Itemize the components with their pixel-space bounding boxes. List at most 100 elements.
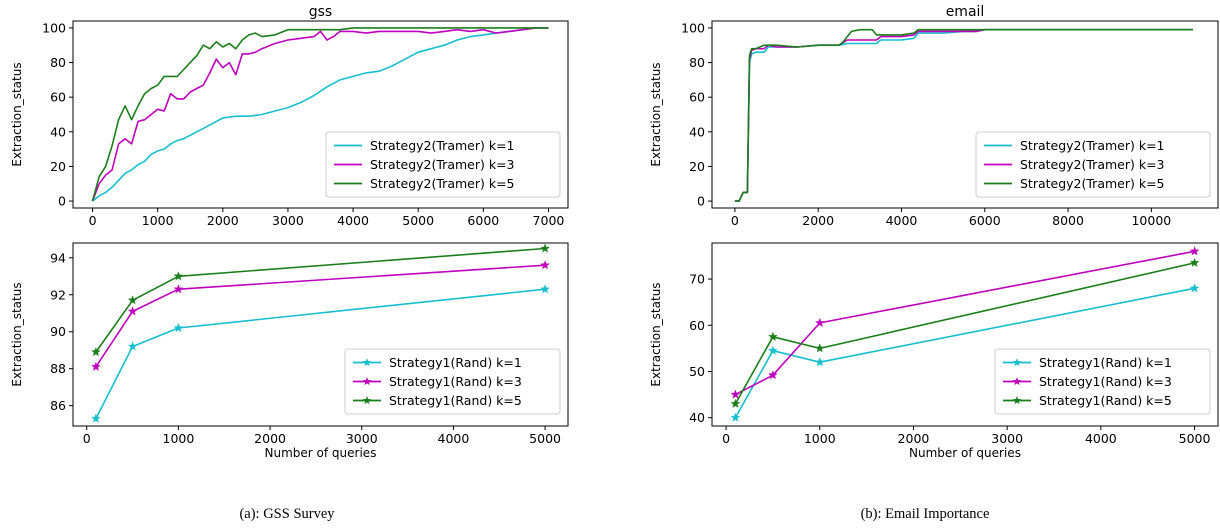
y-tick-label: 80 [689,55,705,70]
chart-title: gss [309,4,332,20]
x-tick-label: 1000 [163,431,195,446]
y-tick-label: 40 [689,124,705,139]
y-tick-label: 50 [689,364,705,379]
y-tick-label: 60 [689,318,705,333]
series-line-3 [91,27,549,202]
x-tick-label: 3000 [346,431,378,446]
y-tick-label: 60 [689,90,705,105]
legend-label: Strategy2(Tramer) k=1 [370,138,515,153]
x-tick-label: 8000 [1052,213,1084,228]
data-point [1189,283,1200,293]
legend-label: Strategy1(Rand) k=5 [1039,393,1172,408]
legend-marker [362,377,372,386]
axes-frame [711,242,1219,427]
chart-email-bottom: 0 1000 2000 3000 4000 5000 40 50 60 70 Extraction_… [649,242,1219,460]
legend-marker [362,396,372,405]
legend: Strategy1(Rand) k=1 Strategy1(Rand) k=3 St… [994,348,1211,415]
chart-gss-top: 0 1000 2000 3000 4000 5000 6000 7000 0 20 40 60 80 10… [10,4,569,228]
x-tick-label: 2000 [207,213,239,228]
plot-area [91,27,549,202]
caption-email-importance: (b): Email Importance [861,506,990,522]
y-tick-label: 0 [697,194,705,209]
x-tick-label: 10000 [1131,213,1171,228]
y-tick-label: 86 [50,398,66,413]
legend-label: Strategy2(Tramer) k=5 [1020,176,1165,191]
chart-gss-bottom: 0 1000 2000 3000 4000 5000 86 88 90 92 94 Extractio… [10,242,569,460]
x-tick-label: 3000 [991,431,1023,446]
data-point [540,284,550,294]
x-tick-label: 3000 [272,213,304,228]
y-tick-label: 90 [50,324,66,339]
data-point [1189,246,1200,256]
axes-frame [72,242,569,427]
data-point [540,260,550,270]
data-point [730,398,741,408]
x-tick-label: 0 [89,213,97,228]
x-tick-label: 4000 [886,213,918,228]
plot-area [95,247,546,419]
y-axis-label: Extraction_status [10,282,24,386]
y-tick-label: 80 [50,55,66,70]
y-tick-label: 94 [50,250,66,265]
data-point [91,413,101,423]
y-tick-label: 0 [58,194,66,209]
legend-label: Strategy2(Tramer) k=5 [370,176,515,191]
y-tick-label: 92 [50,287,66,302]
y-tick-label: 88 [50,361,66,376]
y-tick-label: 70 [689,272,705,287]
legend-box [975,131,1211,198]
y-tick-label: 40 [689,410,705,425]
legend-label: Strategy2(Tramer) k=1 [1020,138,1165,153]
legend-label: Strategy2(Tramer) k=3 [1020,157,1165,172]
x-tick-label: 5000 [529,431,561,446]
series-line-1 [95,288,546,419]
x-tick-label: 1000 [142,213,174,228]
data-point [173,284,184,294]
x-tick-label: 7000 [533,213,565,228]
series-line-1 [92,27,549,202]
data-point [730,389,741,399]
x-tick-label: 5000 [1179,431,1211,446]
x-tick-label: 6000 [467,213,499,228]
legend-label: Strategy1(Rand) k=1 [1039,355,1172,370]
x-tick-label: 0 [731,213,739,228]
x-tick-label: 1000 [804,431,836,446]
x-tick-label: 0 [83,431,91,446]
data-point [814,343,825,353]
series-line-2 [91,27,549,202]
data-point [91,361,101,371]
y-tick-label: 40 [50,124,66,139]
y-axis-label: Extraction_status [649,62,663,166]
x-tick-label: 5000 [402,213,434,228]
legend: Strategy2(Tramer) k=1 Strategy2(Tramer) k… [325,131,561,198]
legend-box [994,348,1211,415]
legend-label: Strategy1(Rand) k=3 [389,374,522,389]
y-tick-label: 20 [50,159,66,174]
series-line-3 [95,247,546,353]
plot-area [734,28,1193,202]
x-axis-label: Number of queries [909,446,1021,460]
legend-label: Strategy1(Rand) k=5 [389,393,522,408]
legend-label: Strategy1(Rand) k=1 [389,355,522,370]
data-point [91,347,101,357]
series-line-3 [734,28,1193,202]
caption-gss-survey: (a): GSS Survey [239,506,335,522]
data-point [127,295,138,305]
data-point [1189,257,1200,267]
legend-box [325,131,561,198]
data-point [768,345,778,355]
legend-box [344,348,561,415]
legend: Strategy1(Rand) k=1 Strategy1(Rand) k=3 St… [344,348,561,415]
x-tick-label: 4000 [337,213,369,228]
x-tick-label: 2000 [802,213,834,228]
series-line-2 [735,250,1195,396]
y-tick-label: 20 [689,159,705,174]
axes-frame [711,20,1219,209]
data-point [768,370,778,380]
y-tick-label: 60 [50,90,66,105]
data-point [814,357,825,367]
y-axis-label: Extraction_status [10,62,24,166]
legend-marker [1012,358,1022,367]
x-tick-label: 6000 [969,213,1001,228]
